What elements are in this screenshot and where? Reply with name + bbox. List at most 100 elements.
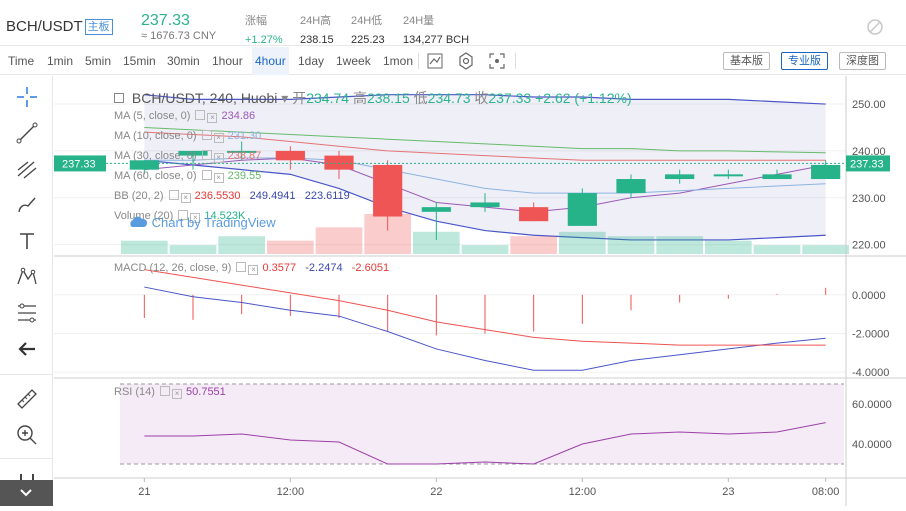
pitchfork-icon[interactable]	[14, 156, 40, 182]
close-icon[interactable]: ×	[213, 173, 224, 183]
close-icon[interactable]: ×	[213, 133, 224, 143]
interval-5min[interactable]: 5min	[85, 54, 112, 68]
volume-bar	[802, 245, 849, 254]
pair-name[interactable]: BCH/USDT 主板	[6, 18, 113, 35]
interval-4hour[interactable]: 4hour	[252, 47, 289, 75]
close-icon[interactable]: ×	[248, 265, 259, 275]
collapse-legend-icon[interactable]	[114, 93, 124, 103]
candle-body	[762, 174, 792, 180]
chart-area[interactable]: 250.00 240.00 230.00 220.00 0.0000 -2.0000 -4.…	[54, 76, 906, 506]
legend-rsi[interactable]: RSI (14) × 50.7551	[114, 386, 226, 399]
interval-1min[interactable]: 1min	[47, 54, 74, 68]
indicator-value: 50.7551	[186, 386, 226, 398]
volume-bar	[559, 231, 606, 254]
candle-body	[129, 160, 159, 170]
interval-time[interactable]: Time	[8, 54, 35, 68]
indicator-name: MA (5, close, 0)	[114, 110, 191, 122]
sidebar-divider	[0, 458, 53, 459]
cloud-icon	[130, 216, 148, 227]
legend-ma5[interactable]: MA (5, close, 0) × 234.86	[114, 110, 255, 123]
legend-ma60[interactable]: MA (60, close, 0) × 239.55	[114, 170, 261, 183]
cny-price: ≈ 1676.73 CNY	[141, 30, 217, 42]
close-icon[interactable]: ×	[190, 213, 201, 223]
interval-1mon[interactable]: 1mon	[383, 54, 414, 68]
interval-1week[interactable]: 1week	[336, 54, 371, 68]
stat-high: 24H高 238.15	[300, 12, 334, 46]
macd-signal-value: -2.6051	[351, 262, 390, 274]
settings-icon[interactable]	[201, 150, 212, 160]
ma60-line	[144, 126, 826, 154]
crosshair-icon[interactable]	[14, 84, 40, 110]
fullscreen-icon[interactable]	[487, 51, 507, 71]
brand-logo-icon	[867, 19, 883, 35]
settings-icon[interactable]	[168, 190, 179, 200]
indicator-value: 239.55	[227, 170, 262, 182]
bb-lower-value: 223.6119	[304, 190, 350, 202]
bb-upper-value: 236.5530	[194, 190, 241, 202]
interval-1day[interactable]: 1day	[298, 54, 325, 68]
macd-line-value: -2.2474	[305, 262, 343, 274]
legend-bb[interactable]: BB (20, 2) × 236.5530 249.4941 223.6119	[114, 190, 350, 203]
view-pro-button[interactable]: 专业版	[781, 52, 828, 70]
settings-icon[interactable]	[160, 386, 171, 396]
current-price-tag-right	[846, 155, 890, 172]
macd-tick-label: 0.0000	[852, 290, 886, 302]
settings-icon[interactable]	[201, 170, 212, 180]
brush-icon[interactable]	[14, 192, 40, 218]
close-icon[interactable]: ×	[172, 389, 183, 399]
view-depth-button[interactable]: 深度图	[839, 52, 886, 70]
legend-ma30[interactable]: MA (30, close, 0) × 238.87	[114, 150, 261, 163]
settings-icon[interactable]	[456, 51, 476, 71]
price-tick-label: 240.00	[852, 146, 886, 158]
text-icon[interactable]	[14, 228, 40, 254]
ma10-line	[144, 157, 826, 194]
current-price-tag-text: 237.33	[850, 158, 884, 170]
legend-macd[interactable]: MACD (12, 26, close, 9) × 0.3577 -2.2474 …	[114, 262, 389, 275]
indicator-value: 231.30	[227, 130, 262, 142]
high-label: 高	[352, 90, 367, 106]
zoom-in-icon[interactable]	[14, 422, 40, 448]
stat-value: +1.27%	[245, 34, 283, 46]
view-basic-button[interactable]: 基本版	[723, 52, 770, 70]
collapse-icon	[20, 489, 32, 497]
back-arrow-icon[interactable]	[14, 336, 40, 362]
low-label: 低	[413, 90, 428, 106]
legend-ma10[interactable]: MA (10, close, 0) × 231.30	[114, 130, 261, 143]
collapse-sidebar-button[interactable]	[0, 480, 53, 506]
ma30-line	[144, 131, 826, 161]
settings-icon[interactable]	[236, 262, 247, 272]
stat-value: 134,277 BCH	[403, 34, 470, 46]
close-icon[interactable]: ×	[180, 193, 191, 203]
tradingview-watermark[interactable]: Chart by TradingView	[128, 215, 276, 230]
close-icon[interactable]: ×	[207, 113, 218, 123]
pattern-icon[interactable]	[14, 264, 40, 290]
stat-label: 24H量	[403, 15, 435, 27]
settings-icon[interactable]	[201, 130, 212, 140]
indicator-name: BB (20, 2)	[114, 190, 164, 202]
volume-bar	[413, 231, 460, 254]
trend-line-icon[interactable]	[14, 120, 40, 146]
rsi-tick-label: 40.0000	[852, 439, 892, 451]
stat-label: 24H高	[300, 15, 332, 27]
stat-change: 涨幅 +1.27%	[245, 12, 283, 46]
chart-type-icon[interactable]	[425, 51, 445, 71]
macd-line	[144, 286, 826, 371]
interval-30min[interactable]: 30min	[167, 54, 200, 68]
candle-body	[275, 150, 305, 161]
macd-tick-label: -2.0000	[852, 328, 889, 340]
settings-icon[interactable]	[195, 110, 206, 120]
interval-15min[interactable]: 15min	[123, 54, 156, 68]
chart-toolbar: Time 1min 5min 15min 30min 1hour 4hour 1…	[0, 47, 906, 75]
last-price: 237.33	[141, 12, 190, 29]
fib-icon[interactable]	[14, 300, 40, 326]
indicator-value: 238.87	[227, 150, 262, 162]
close-icon[interactable]: ×	[213, 153, 224, 163]
stat-low: 24H低 225.23	[351, 12, 385, 46]
interval-1hour[interactable]: 1hour	[212, 54, 243, 68]
macd-tick-label: -4.0000	[852, 367, 889, 379]
ruler-icon[interactable]	[14, 386, 40, 412]
price-chart-canvas[interactable]: 250.00 240.00 230.00 220.00 0.0000 -2.0000 -4.…	[54, 76, 906, 506]
volume-bar	[121, 240, 168, 254]
settings-icon[interactable]	[178, 210, 189, 220]
legend-volume[interactable]: Volume (20) × 14.523K	[114, 210, 245, 223]
